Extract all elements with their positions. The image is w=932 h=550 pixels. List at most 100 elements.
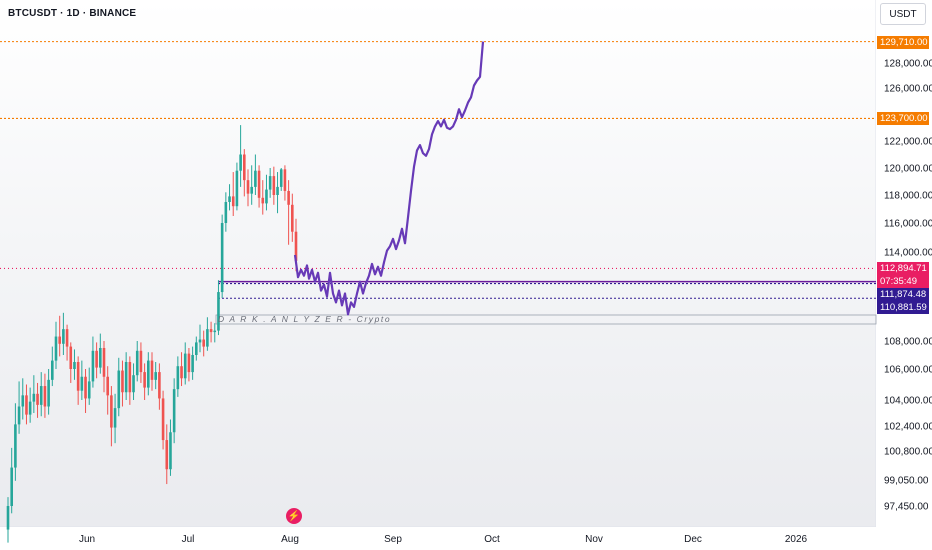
upper-target-tag: 129,710.00 [877,36,929,49]
candle-body [73,362,76,369]
candle-body [65,329,69,347]
candle-body [17,406,21,425]
price-tick-label: 122,000.00 [884,137,932,148]
price-axis-ticks: 128,000.00 126,000.00 122,000.00 120,000.00… [884,59,932,513]
candle-body [291,204,294,232]
symbol-title[interactable]: BTCUSDT · 1D · BINANCE [8,8,137,19]
candle-body [143,372,146,388]
candle-body [287,190,290,205]
candle-body [217,292,220,331]
candle-body [154,372,157,380]
candle-body [51,360,54,380]
candle-body [110,395,113,428]
price-tick-label: 100,800.00 [884,447,932,458]
price-tick-label: 128,000.00 [884,59,932,70]
candle-body [124,362,128,393]
candle-body [213,330,217,333]
candle-body [62,329,65,344]
candle-body [172,389,176,433]
candle-body [294,231,298,261]
candle-body [261,197,265,204]
candle-body [39,386,43,405]
price-tick-label: 106,000.00 [884,365,932,376]
candle-body [195,342,198,355]
candle-body [158,372,161,399]
time-tick-label: Oct [484,534,500,545]
price-tick-label: 97,450.00 [884,502,929,513]
time-tick-label: Jun [79,534,95,545]
candle-body [191,355,194,373]
time-tick-label: Nov [585,534,603,545]
candle-body [239,154,242,171]
candle-body [235,170,239,207]
candle-body [276,186,279,195]
candle-body [84,376,87,399]
price-tick-label: 108,000.00 [884,337,932,348]
candle-body [28,401,32,415]
candle-body [246,180,250,194]
price-tick-label: 99,050.00 [884,476,929,487]
candle-body [121,370,124,393]
candle-body [243,154,246,181]
candle-body [69,346,73,369]
candle-body [206,329,209,347]
candle-body [6,506,10,530]
candle-body [279,169,283,187]
candle-body [150,360,154,380]
candle-body [32,393,36,402]
price-tick-label: 102,400.00 [884,422,932,433]
currency-button[interactable]: USDT [880,3,926,25]
price-tick-label: 116,000.00 [884,219,932,230]
candle-body [43,386,47,407]
candle-body [25,395,28,415]
countdown-timer: 07:35:49 [880,276,917,287]
last-price-value: 112,894.71 [880,263,927,274]
candle-body [250,186,253,194]
time-axis[interactable] [0,527,876,550]
price-tick-label: 118,000.00 [884,191,932,202]
candle-body [224,202,228,223]
candle-body [254,170,257,187]
level-b-tag: 110,881.59 [877,301,929,314]
candle-body [228,196,231,202]
last-price-tag: 112,894.71 07:35:49 [877,262,929,288]
price-tick-label: 114,000.00 [884,248,932,259]
candle-body [47,379,50,407]
candle-body [198,339,202,343]
candle-body [76,362,80,391]
candle-body [95,350,98,368]
candle-body [106,376,109,396]
candle-body [128,362,132,393]
time-tick-label: Aug [281,534,299,545]
watermark-text: D A R K . A N L Y Z E R - Crypto [218,314,392,324]
time-tick-label: Dec [684,534,702,545]
candle-body [102,348,106,377]
time-tick-label: 2026 [785,534,808,545]
candle-body [272,176,276,195]
candle-body [176,366,180,390]
candle-body [147,360,150,388]
candle-body [265,189,268,204]
candle-body [135,350,139,376]
projection-path [293,41,485,316]
lightning-icon[interactable]: ⚡ [286,508,302,524]
candle-body [132,375,135,393]
level-a-tag: 111,874.48 [877,288,929,301]
candle-body [161,398,165,441]
candle-body [139,350,143,373]
candle-body [169,432,172,470]
candle-body [21,395,25,407]
candle-body [113,408,117,428]
price-tick-label: 104,000.00 [884,396,932,407]
watermark-band [215,314,877,325]
candlestick-series [6,125,298,543]
candle-body [14,424,17,468]
price-tick-label: 120,000.00 [884,164,932,175]
candle-body [36,393,39,405]
candle-body [183,353,187,379]
candle-body [231,196,235,207]
candle-body [80,376,84,391]
time-axis-ticks: Jun Jul Aug Sep Oct Nov Dec 2026 [79,534,808,545]
